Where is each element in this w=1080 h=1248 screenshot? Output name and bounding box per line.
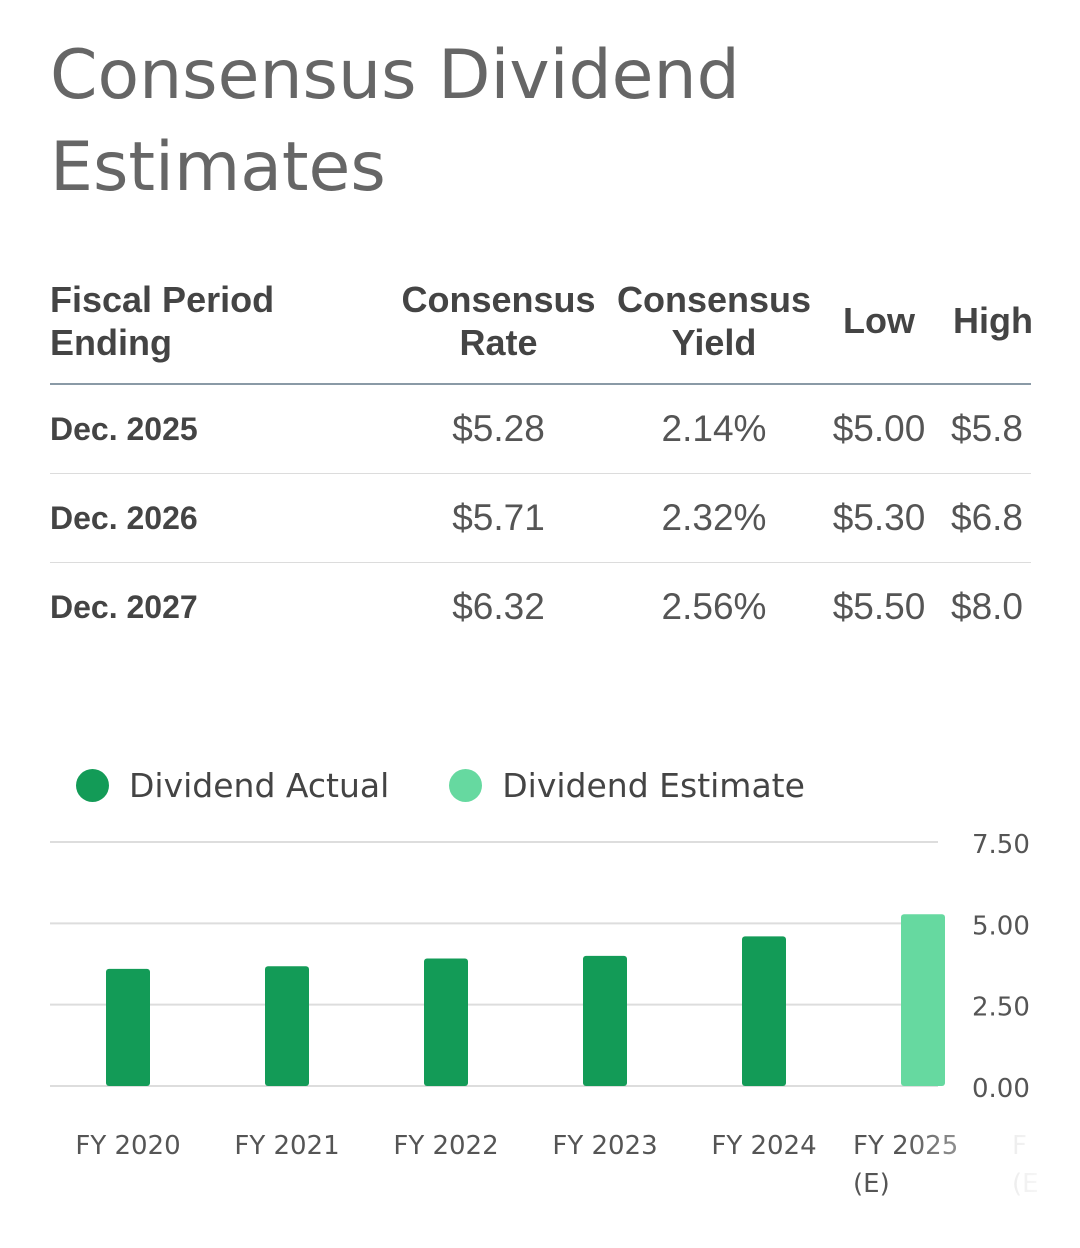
legend-item-actual[interactable]: Dividend Actual bbox=[76, 766, 389, 805]
header-fiscal-period[interactable]: Fiscal Period Ending bbox=[50, 258, 382, 385]
y-tick-label: 7.50 bbox=[972, 830, 1030, 860]
row-low: $5.30 bbox=[813, 473, 945, 563]
row-low: $5.50 bbox=[832, 586, 926, 627]
row-high: $8.0 bbox=[951, 586, 1024, 627]
page-title: Consensus Dividend Estimates bbox=[50, 36, 740, 207]
row-consensus-yield: 2.14% bbox=[615, 384, 813, 474]
row-consensus-yield: 2.32% bbox=[615, 473, 813, 563]
header-high[interactable]: High bbox=[945, 258, 1031, 385]
x-tick-label: FY 2024 bbox=[711, 1131, 816, 1161]
bar-dividend-actual[interactable] bbox=[424, 958, 468, 1086]
chart-legend: Dividend Actual Dividend Estimate bbox=[76, 762, 865, 808]
header-consensus-yield-line2: Yield bbox=[671, 321, 757, 363]
y-tick-label: 5.00 bbox=[972, 911, 1030, 941]
legend-dot-actual bbox=[76, 768, 109, 802]
header-fiscal-period-line2: Ending bbox=[50, 321, 172, 363]
bar-dividend-actual[interactable] bbox=[265, 966, 309, 1086]
legend-item-estimate[interactable]: Dividend Estimate bbox=[449, 766, 805, 805]
row-high: $6.8 bbox=[945, 473, 1031, 563]
header-consensus-yield-line1: Consensus bbox=[616, 278, 812, 320]
row-period: Dec. 2026 bbox=[50, 473, 382, 563]
header-high-label: High bbox=[953, 300, 1031, 341]
row-consensus-rate: $5.71 bbox=[382, 473, 615, 563]
row-consensus-rate: $5.28 bbox=[382, 384, 615, 474]
table-row: Dec. 2025 $5.28 2.14% $5.00 $5.8 bbox=[50, 384, 1031, 474]
x-tick-label: FY 2022 bbox=[393, 1131, 498, 1161]
bar-dividend-actual[interactable] bbox=[106, 968, 150, 1086]
legend-label-actual: Dividend Actual bbox=[129, 765, 390, 805]
table-row: Dec. 2026 $5.71 2.32% $5.30 $6.8 bbox=[50, 473, 1031, 563]
y-tick-label: 0.00 bbox=[972, 1074, 1030, 1104]
x-tick-label: FY 2020 bbox=[75, 1131, 180, 1161]
bar-dividend-actual[interactable] bbox=[583, 955, 627, 1086]
header-low-label: Low bbox=[843, 300, 915, 341]
table-row: Dec. 2027 $6.32 2.56% $5.50 $8.0 bbox=[50, 563, 1031, 652]
header-consensus-rate[interactable]: Consensus Rate bbox=[382, 258, 615, 385]
y-tick-label: 2.50 bbox=[972, 993, 1030, 1023]
dividend-bar-chart: 7.50 5.00 2.50 0.00 FY 2020 FY 2021 FY 2022 FY … bbox=[50, 830, 1040, 1220]
x-tick-label: FY 2023 bbox=[552, 1131, 657, 1161]
legend-label-estimate: Dividend Estimate bbox=[502, 765, 805, 805]
header-consensus-yield[interactable]: Consensus Yield bbox=[615, 258, 813, 385]
scroll-fade-overlay bbox=[900, 1120, 1040, 1220]
bar-dividend-estimate[interactable] bbox=[901, 914, 945, 1086]
row-low: $5.00 bbox=[813, 384, 945, 474]
bar-dividend-actual[interactable] bbox=[742, 936, 786, 1086]
row-period: Dec. 2027 bbox=[50, 588, 198, 625]
row-consensus-rate: $6.32 bbox=[452, 586, 545, 627]
header-consensus-rate-line1: Consensus bbox=[401, 278, 596, 320]
row-consensus-yield: 2.56% bbox=[661, 586, 767, 627]
row-period: Dec. 2025 bbox=[50, 384, 382, 474]
table-header-row: Fiscal Period Ending Consensus Rate Cons… bbox=[50, 258, 1031, 385]
x-tick-label: FY 2021 bbox=[234, 1131, 339, 1161]
row-high: $5.8 bbox=[945, 384, 1031, 474]
header-low[interactable]: Low bbox=[813, 258, 945, 385]
dividend-estimates-table: Fiscal Period Ending Consensus Rate Cons… bbox=[50, 258, 1031, 658]
legend-dot-estimate bbox=[449, 768, 483, 802]
header-consensus-rate-line2: Rate bbox=[459, 321, 538, 363]
header-fiscal-period-line1: Fiscal Period bbox=[50, 278, 275, 320]
